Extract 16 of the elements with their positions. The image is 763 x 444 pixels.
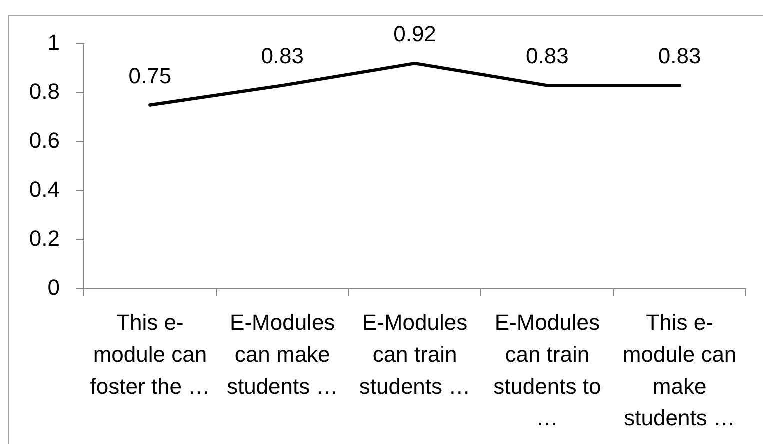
y-tick-label: 0.6 bbox=[29, 128, 60, 154]
y-tick-label: 0 bbox=[48, 275, 60, 300]
x-tick-label: E-Modules can make students … bbox=[226, 310, 338, 399]
data-label: 0.92 bbox=[394, 22, 436, 47]
data-label: 0.75 bbox=[128, 63, 172, 88]
y-tick-label: 0.4 bbox=[29, 177, 60, 202]
y-tick-label: 0.2 bbox=[29, 226, 60, 252]
x-tick-label: This e-module can foster the … bbox=[90, 310, 210, 399]
data-label: 0.83 bbox=[526, 44, 569, 69]
data-label: 0.83 bbox=[261, 44, 304, 69]
y-tick-label: 1 bbox=[48, 30, 60, 56]
x-tick-label: E-Modules can train students … bbox=[359, 310, 471, 399]
data-label: 0.83 bbox=[658, 44, 702, 69]
x-tick-label: This e-module can make students … bbox=[622, 310, 737, 431]
y-tick-label: 0.8 bbox=[29, 79, 60, 104]
x-tick-label: E-Modules can train students to … bbox=[494, 310, 602, 431]
